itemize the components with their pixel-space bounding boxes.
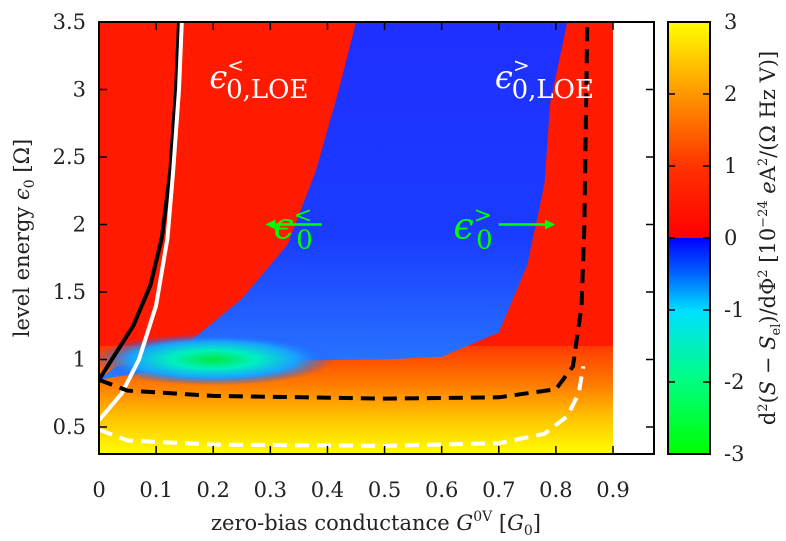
x-tick-label: 0.1 <box>139 478 172 502</box>
colorbar-tick-label: 2 <box>724 82 737 106</box>
y-tick-label: 1.5 <box>53 280 86 304</box>
x-tick-label: 0.9 <box>596 478 629 502</box>
eps0-lt-loe-sub: 0,LOE <box>226 75 308 105</box>
eps0-gt: ϵ> 0 <box>453 204 492 256</box>
eps0-lt-loe-sup: < <box>227 53 244 77</box>
eps0-lt-loe: ϵ< 0,LOE <box>209 53 308 105</box>
y-tick-label: 3.5 <box>53 10 86 34</box>
y-axis: 0.5 1 1.5 2 2.5 3 3.5 <box>53 10 654 439</box>
y-axis-label: level energy ϵ0 [Ω] <box>10 139 38 337</box>
colorbar-tick-label: -1 <box>724 298 744 322</box>
heatmap-lobe <box>99 333 334 386</box>
colorbar-tick-label: 3 <box>724 10 737 34</box>
eps0-gt-loe-main: ϵ <box>495 58 513 96</box>
heatmap <box>99 22 654 454</box>
series-line-0 <box>99 22 181 381</box>
eps0-gt-loe: ϵ> 0,LOE <box>495 53 594 105</box>
eps0-gt-loe-sup: > <box>513 53 530 77</box>
colorbar-tick-label: -3 <box>724 442 744 466</box>
x-tick-label: 0 <box>92 478 105 502</box>
eps0-lt-sup: < <box>294 204 312 229</box>
y-tick-label: 1 <box>73 348 86 372</box>
heatmap-empty <box>613 22 654 454</box>
x-tick-label: 0.7 <box>482 478 515 502</box>
eps0-gt-loe-sub: 0,LOE <box>512 75 594 105</box>
colorbar-ticks: -3 -2 -1 0 1 2 3 <box>668 10 744 466</box>
eps0-lt: ϵ< 0 <box>274 204 313 256</box>
y-tick-label: 3 <box>73 78 86 102</box>
colorbar-tick-label: -2 <box>724 370 744 394</box>
x-tick-label: 0.8 <box>539 478 572 502</box>
eps0-lt-sub: 0 <box>296 226 313 256</box>
eps0-gt-sub: 0 <box>476 226 493 256</box>
y-tick-label: 0.5 <box>53 415 86 439</box>
x-tick-label: 0.3 <box>254 478 287 502</box>
eps0-gt-main: ϵ <box>453 207 473 248</box>
x-tick-label: 0.5 <box>368 478 401 502</box>
colorbar-label: d2(S − Sel)/dΦ2 [10−24 eA2/(Ω Hz V)] <box>756 51 784 425</box>
x-axis: 0 0.1 0.2 0.3 0.4 0.5 0.6 0.7 0.8 0.9 <box>92 22 630 502</box>
x-tick-label: 0.2 <box>197 478 230 502</box>
eps0-lt-main: ϵ <box>274 207 294 248</box>
colorbar-tick-label: 0 <box>724 226 737 250</box>
y-tick-label: 2.5 <box>53 145 86 169</box>
series-line-2 <box>99 22 590 401</box>
colorbar-tick-label: 1 <box>724 154 737 178</box>
x-axis-label: zero-bias conductance G0V [G0] <box>211 509 541 539</box>
x-tick-label: 0.6 <box>425 478 458 502</box>
x-tick-label: 0.4 <box>311 478 344 502</box>
plot-frame <box>98 21 655 455</box>
negative-region <box>99 22 568 380</box>
eps0-lt-loe-main: ϵ <box>209 58 227 96</box>
eps0-gt-sup: > <box>474 204 492 229</box>
series-line-3 <box>99 365 586 448</box>
y-tick-label: 2 <box>73 213 86 237</box>
curves-layer <box>99 22 590 448</box>
